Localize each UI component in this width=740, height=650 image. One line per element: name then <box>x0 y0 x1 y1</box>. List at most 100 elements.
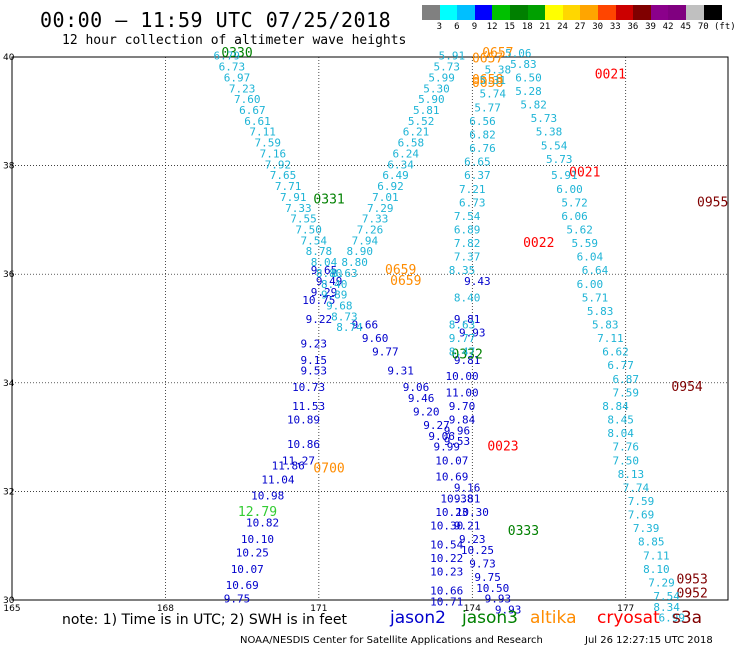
data-label: 10.25 <box>236 547 269 560</box>
colorbar-swatch <box>650 5 669 20</box>
data-label: 0955 <box>697 195 728 210</box>
data-label: 7.39 <box>633 522 660 535</box>
data-label: 9.20 <box>413 405 440 418</box>
chart-title: 00:00 – 11:59 UTC 07/25/2018 <box>40 8 392 32</box>
colorbar-swatch <box>422 5 441 20</box>
y-tick-label: 36 <box>3 270 15 280</box>
data-label: 9.65 <box>311 264 338 277</box>
colorbar-swatch <box>562 5 581 20</box>
data-label: 7.54 <box>454 210 481 223</box>
data-label: 8.47 <box>449 346 476 359</box>
data-label: 7.29 <box>367 202 394 215</box>
data-label: 5.90 <box>418 93 445 106</box>
data-label: 8.63 <box>331 267 358 280</box>
data-label: 0657 <box>482 46 513 61</box>
data-label: 7.23 <box>229 82 256 95</box>
data-label: 9.73 <box>469 557 496 570</box>
y-tick-label: 38 <box>3 162 15 172</box>
colorbar-swatch <box>457 5 476 20</box>
data-label: 10.82 <box>246 517 279 530</box>
data-label: 10.75 <box>302 294 335 307</box>
data-label: 11.86 <box>272 460 305 473</box>
colorbar-swatch <box>686 5 705 20</box>
data-label: 7.82 <box>454 237 481 250</box>
x-tick-label: 165 <box>3 604 20 614</box>
data-label: 9.21 <box>454 519 481 532</box>
data-label: 5.83 <box>510 58 537 71</box>
data-label: 10.73 <box>292 381 325 394</box>
data-label: 11.27 <box>282 454 315 467</box>
data-label: 5.81 <box>413 104 440 117</box>
data-label: 6.76 <box>469 142 496 155</box>
colorbar-label: 36 <box>627 22 639 32</box>
data-label: 8.40 <box>454 291 481 304</box>
data-label: 7.76 <box>612 441 639 454</box>
data-label: 9.43 <box>464 275 491 288</box>
data-label: 7.11 <box>249 126 276 139</box>
data-label: 7.94 <box>352 234 379 247</box>
data-label: 6.82 <box>469 128 496 141</box>
data-label: 10.69 <box>226 579 259 592</box>
data-label: 0658 <box>472 73 503 88</box>
data-label: 10.38 <box>440 492 473 505</box>
data-label: 10.89 <box>287 414 320 427</box>
data-label: 7.50 <box>612 454 639 467</box>
data-label: 7.37 <box>454 251 481 264</box>
data-label: 12.79 <box>238 505 277 520</box>
data-label: 5.73 <box>433 61 460 74</box>
data-label: 0022 <box>523 236 554 251</box>
data-label: 10.30 <box>456 506 489 519</box>
y-tick-label: 32 <box>3 487 14 497</box>
data-label: 10.22 <box>430 552 463 565</box>
y-tick-label: 34 <box>3 379 15 389</box>
colorbar-label: 30 <box>592 22 604 32</box>
colorbar-label: 9 <box>471 22 478 32</box>
data-label: 0657 <box>472 51 503 66</box>
data-label: 6.64 <box>582 264 609 277</box>
data-label: 7.74 <box>623 481 650 494</box>
data-label: 7.50 <box>295 223 322 236</box>
colorbar-swatch <box>598 5 617 20</box>
data-label: 6.87 <box>612 373 639 386</box>
x-tick-label: 171 <box>310 604 327 614</box>
data-label: 7.59 <box>628 495 655 508</box>
data-label: 5.74 <box>479 88 506 101</box>
data-label: 7.92 <box>265 158 292 171</box>
data-label: 5.59 <box>572 237 599 250</box>
data-label: 6.79 <box>214 50 241 63</box>
data-label: 9.15 <box>300 354 327 367</box>
footer-source: NOAA/NESDIS Center for Satellite Applica… <box>240 635 543 646</box>
data-label: 10.10 <box>241 533 274 546</box>
data-label: 10.54 <box>430 538 463 551</box>
data-label: 6.50 <box>515 71 542 84</box>
data-label: 8.90 <box>347 245 374 258</box>
data-label: 5.83 <box>592 319 619 332</box>
data-label: 6.34 <box>387 158 414 171</box>
data-label: 9.99 <box>433 441 460 454</box>
data-label: 8.10 <box>643 563 670 576</box>
colorbar-swatch <box>668 5 687 20</box>
data-label: 8.04 <box>311 256 338 269</box>
data-label: 10.07 <box>231 563 264 576</box>
data-label: 8.85 <box>638 536 665 549</box>
data-label: 10.07 <box>435 454 468 467</box>
data-label: 10.66 <box>430 585 463 598</box>
data-label: 5.77 <box>474 101 501 114</box>
data-label: 6.73 <box>219 61 246 74</box>
colorbar-label: 42 <box>662 22 674 32</box>
colorbar-swatch <box>580 5 599 20</box>
data-label: 8.04 <box>607 427 634 440</box>
data-label: 7.59 <box>254 137 281 150</box>
data-label: 9.16 <box>454 481 481 494</box>
data-label: 8.84 <box>602 400 629 413</box>
data-label: 10.23 <box>430 566 463 579</box>
data-label: 9.31 <box>387 365 414 378</box>
data-label: 5.28 <box>515 85 542 98</box>
colorbar-swatch <box>474 5 493 20</box>
data-label: 10.86 <box>287 438 320 451</box>
data-label: 9.53 <box>444 435 471 448</box>
chart-subtitle: 12 hour collection of altimeter wave hei… <box>62 33 407 48</box>
data-label: 9.75 <box>474 571 501 584</box>
data-label: 0331 <box>313 193 344 208</box>
